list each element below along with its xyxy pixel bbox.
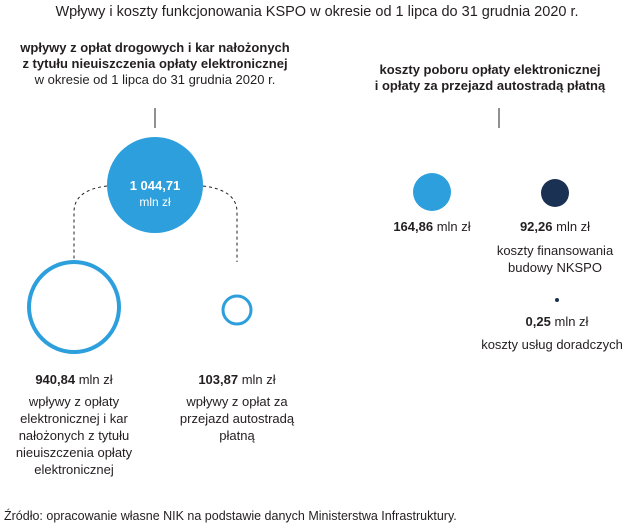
total-unit: mln zł	[139, 195, 171, 209]
income-item-1-desc-line: elektronicznej i kar	[20, 411, 128, 426]
income-item-2-unit: mln zł	[241, 372, 276, 387]
cost-item-3-unit: mln zł	[554, 314, 589, 329]
income-item-1-desc: wpływy z opłaty elektronicznej i kar nał…	[4, 393, 144, 478]
income-item-2-value: 103,87	[198, 372, 239, 387]
total-bubble	[107, 137, 203, 233]
cost-item-3-value-row: 0,25 mln zł	[492, 313, 622, 331]
cost-item-1-unit: mln zł	[436, 219, 471, 234]
cost-item-1-value: 164,86	[393, 219, 434, 234]
costs-header-line1: koszty poboru opłaty elektronicznej	[379, 62, 601, 77]
income-item-1-value: 940,84	[35, 372, 76, 387]
cost-item-2-desc: koszty finansowania budowy NKSPO	[480, 242, 630, 276]
income-item-2-desc: wpływy z opłat za przejazd autostradą pł…	[167, 393, 307, 444]
cost-bubble-financing	[541, 179, 569, 207]
income-header-line1: wpływy z opłat drogowych i kar nałożonyc…	[20, 40, 290, 55]
chart-title: Wpływy i koszty funkcjonowania KSPO w ok…	[55, 4, 579, 20]
income-header: wpływy z opłat drogowych i kar nałożonyc…	[0, 40, 310, 88]
income-header-line2: z tytułu nieuiszczenia opłaty elektronic…	[22, 56, 288, 71]
income-item-1-desc-line: nieuiszczenia opłaty	[15, 445, 133, 460]
cost-item-3-desc: koszty usług doradczych	[472, 336, 632, 353]
connector-left	[73, 185, 108, 262]
cost-item-2-desc-line: koszty finansowania	[496, 243, 614, 258]
source-note: Źródło: opracowanie własne NIK na podsta…	[4, 509, 457, 523]
cost-item-2-value-row: 92,26 mln zł	[490, 218, 620, 236]
income-item-2-desc-line: przejazd autostradą	[179, 411, 295, 426]
cost-item-2-value: 92,26	[519, 219, 553, 234]
income-item-1-unit: mln zł	[78, 372, 113, 387]
cost-item-2-desc-line: budowy NKSPO	[508, 260, 602, 275]
cost-item-3-desc-line: koszty usług doradczych	[481, 337, 623, 352]
costs-header: koszty poboru opłaty elektronicznej i op…	[340, 62, 634, 94]
cost-item-1-value-row: 164,86 mln zł	[372, 218, 492, 236]
income-item-1-desc-line: wpływy z opłaty	[28, 394, 120, 409]
income-item-2-desc-line: wpływy z opłat za	[186, 394, 288, 409]
total-value: 1 044,71	[130, 178, 181, 193]
income-item-2-desc-line: płatną	[219, 428, 255, 443]
cost-item-2-unit: mln zł	[556, 219, 591, 234]
income-item-1-desc-line: nałożonych z tytułu	[18, 428, 130, 443]
income-bubble-motorway-fee	[221, 294, 253, 326]
income-item-1-value-row: 940,84 mln zł	[4, 371, 144, 389]
cost-bubble-total	[413, 173, 451, 211]
cost-bubble-advisory	[555, 298, 559, 302]
income-bubble-electronic-fee	[27, 260, 121, 354]
costs-header-line2: i opłaty za przejazd autostradą płatną	[374, 78, 606, 93]
income-item-2-value-row: 103,87 mln zł	[167, 371, 307, 389]
income-item-1-desc-line: elektronicznej	[34, 462, 114, 477]
income-header-line3: w okresie od 1 lipca do 31 grudnia 2020 …	[34, 72, 276, 87]
connector-right	[202, 185, 238, 262]
cost-item-3-value: 0,25	[525, 314, 551, 329]
